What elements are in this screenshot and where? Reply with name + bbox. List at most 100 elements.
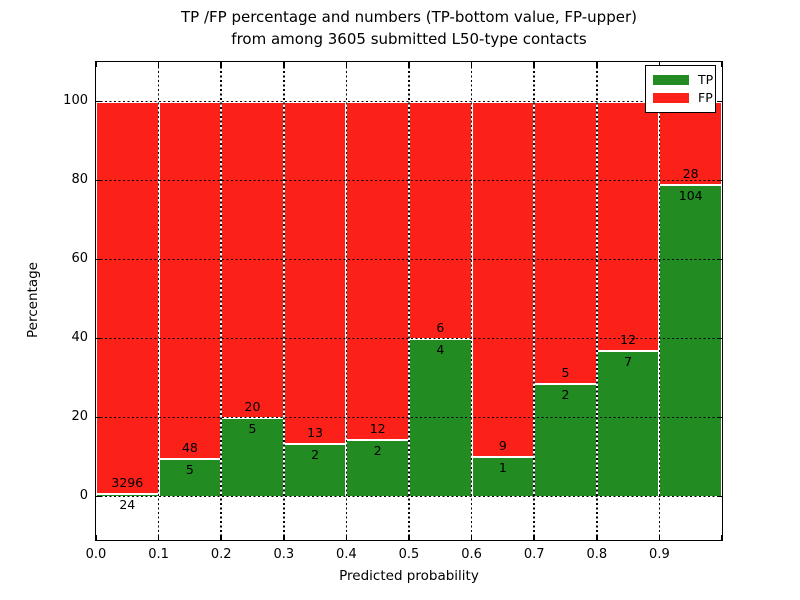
tp-count-label: 5 xyxy=(185,462,194,478)
bar-tp-segment xyxy=(471,457,535,497)
fp-count-label: 12 xyxy=(369,421,386,437)
chart-title: TP /FP percentage and numbers (TP-bottom… xyxy=(96,6,722,50)
x-axis-label: Predicted probability xyxy=(339,568,479,584)
legend-swatch-fp xyxy=(653,93,689,103)
y-tick-label: 80 xyxy=(71,172,88,187)
x-gridline xyxy=(408,62,410,540)
fp-count-label: 28 xyxy=(682,166,699,182)
x-gridline xyxy=(658,62,661,540)
y-tick-mark xyxy=(96,179,101,182)
x-tick-mark xyxy=(157,535,160,540)
legend-row-tp: TP xyxy=(653,71,713,89)
x-tick-mark xyxy=(408,535,410,540)
x-tick-label: 0.4 xyxy=(336,547,357,562)
x-tick-mark xyxy=(596,62,598,67)
y-tick-mark xyxy=(717,495,722,498)
y-tick-label: 100 xyxy=(63,93,88,108)
bar-fp-segment xyxy=(534,101,597,384)
fp-count-label: 13 xyxy=(307,424,324,440)
y-tick-mark xyxy=(717,100,722,103)
tp-count-label: 2 xyxy=(311,446,320,462)
x-tick-label: 0.6 xyxy=(461,547,482,562)
x-tick-mark xyxy=(408,62,410,67)
bar-fp-segment xyxy=(659,101,722,186)
tp-count-label: 1 xyxy=(498,460,507,476)
plot-area: 3296 24 48 5 20 5 13 2 12 2 6 4 9 1 5 2 12 7 28 104 xyxy=(95,61,723,541)
fp-count-label: 48 xyxy=(181,440,198,456)
y-tick-mark xyxy=(717,179,722,182)
x-tick-label: 0.8 xyxy=(586,547,608,562)
bar-fp-segment xyxy=(158,101,222,460)
fp-count-label: 6 xyxy=(436,319,445,335)
x-tick-label: 0.3 xyxy=(273,547,295,562)
y-tick-mark xyxy=(96,495,101,498)
x-tick-mark xyxy=(470,535,473,540)
y-tick-label: 0 xyxy=(79,488,88,504)
x-tick-mark xyxy=(533,62,535,67)
y-tick-label: 40 xyxy=(71,330,88,346)
tp-count-label: 5 xyxy=(248,420,257,436)
legend: TP FP xyxy=(645,65,716,113)
x-tick-label: 0.1 xyxy=(148,547,169,562)
y-tick-mark xyxy=(96,100,101,103)
x-tick-mark xyxy=(470,62,473,67)
bar-fp-segment xyxy=(283,101,347,444)
x-tick-mark xyxy=(220,535,222,540)
fp-count-label: 12 xyxy=(620,332,637,347)
x-tick-mark xyxy=(95,62,97,67)
y-tick-mark xyxy=(96,258,101,261)
x-gridline xyxy=(283,62,285,540)
x-tick-mark xyxy=(345,62,348,67)
tp-count-label: 104 xyxy=(678,188,703,204)
x-tick-mark xyxy=(345,535,348,540)
y-tick-mark xyxy=(96,337,101,340)
x-gridline xyxy=(596,62,598,540)
tp-count-label: 7 xyxy=(624,354,633,369)
x-tick-mark xyxy=(658,535,661,540)
y-tick-mark xyxy=(717,416,722,419)
x-tick-label: 0.0 xyxy=(85,547,107,562)
y-tick-label: 60 xyxy=(71,251,88,267)
fp-count-label: 20 xyxy=(244,398,261,414)
x-gridline xyxy=(220,62,222,540)
x-tick-label: 0.2 xyxy=(210,547,232,562)
x-gridline xyxy=(470,62,473,540)
legend-row-fp: FP xyxy=(653,89,713,107)
x-gridline xyxy=(345,62,348,540)
bar-fp-segment xyxy=(409,101,472,339)
x-tick-mark xyxy=(283,62,285,67)
bar-tp-segment xyxy=(659,185,722,497)
fp-count-label: 9 xyxy=(498,438,507,454)
fp-count-label: 5 xyxy=(561,364,570,380)
y-tick-label: 20 xyxy=(71,409,88,425)
x-tick-mark xyxy=(220,62,222,67)
x-tick-mark xyxy=(157,62,160,67)
bar-tp-segment xyxy=(596,351,660,497)
y-tick-mark xyxy=(717,337,722,340)
x-tick-mark xyxy=(533,535,535,540)
bar-fp-segment xyxy=(96,101,159,494)
legend-label-fp: FP xyxy=(698,90,713,105)
tp-count-label: 24 xyxy=(119,496,136,512)
x-tick-mark xyxy=(283,535,285,540)
x-tick-label: 0.7 xyxy=(523,547,545,562)
x-gridline xyxy=(157,62,160,540)
chart-title-line1: TP /FP percentage and numbers (TP-bottom… xyxy=(181,8,637,26)
bar-fp-segment xyxy=(346,101,409,441)
tp-count-label: 2 xyxy=(373,443,382,459)
x-tick-mark xyxy=(95,535,97,540)
x-tick-mark xyxy=(658,62,661,67)
x-tick-mark xyxy=(721,535,723,540)
y-tick-mark xyxy=(717,258,722,261)
bar-tp-segment xyxy=(534,383,597,497)
y-axis-label: Percentage xyxy=(25,262,41,338)
x-tick-label: 0.9 xyxy=(649,547,670,562)
x-tick-label: 0.5 xyxy=(398,547,420,562)
tp-count-label: 4 xyxy=(436,341,445,357)
bar-fp-segment xyxy=(596,101,660,351)
x-gridline xyxy=(533,62,535,540)
tp-count-label: 2 xyxy=(561,386,570,402)
x-tick-mark xyxy=(721,62,723,67)
bar-fp-segment xyxy=(471,101,535,458)
